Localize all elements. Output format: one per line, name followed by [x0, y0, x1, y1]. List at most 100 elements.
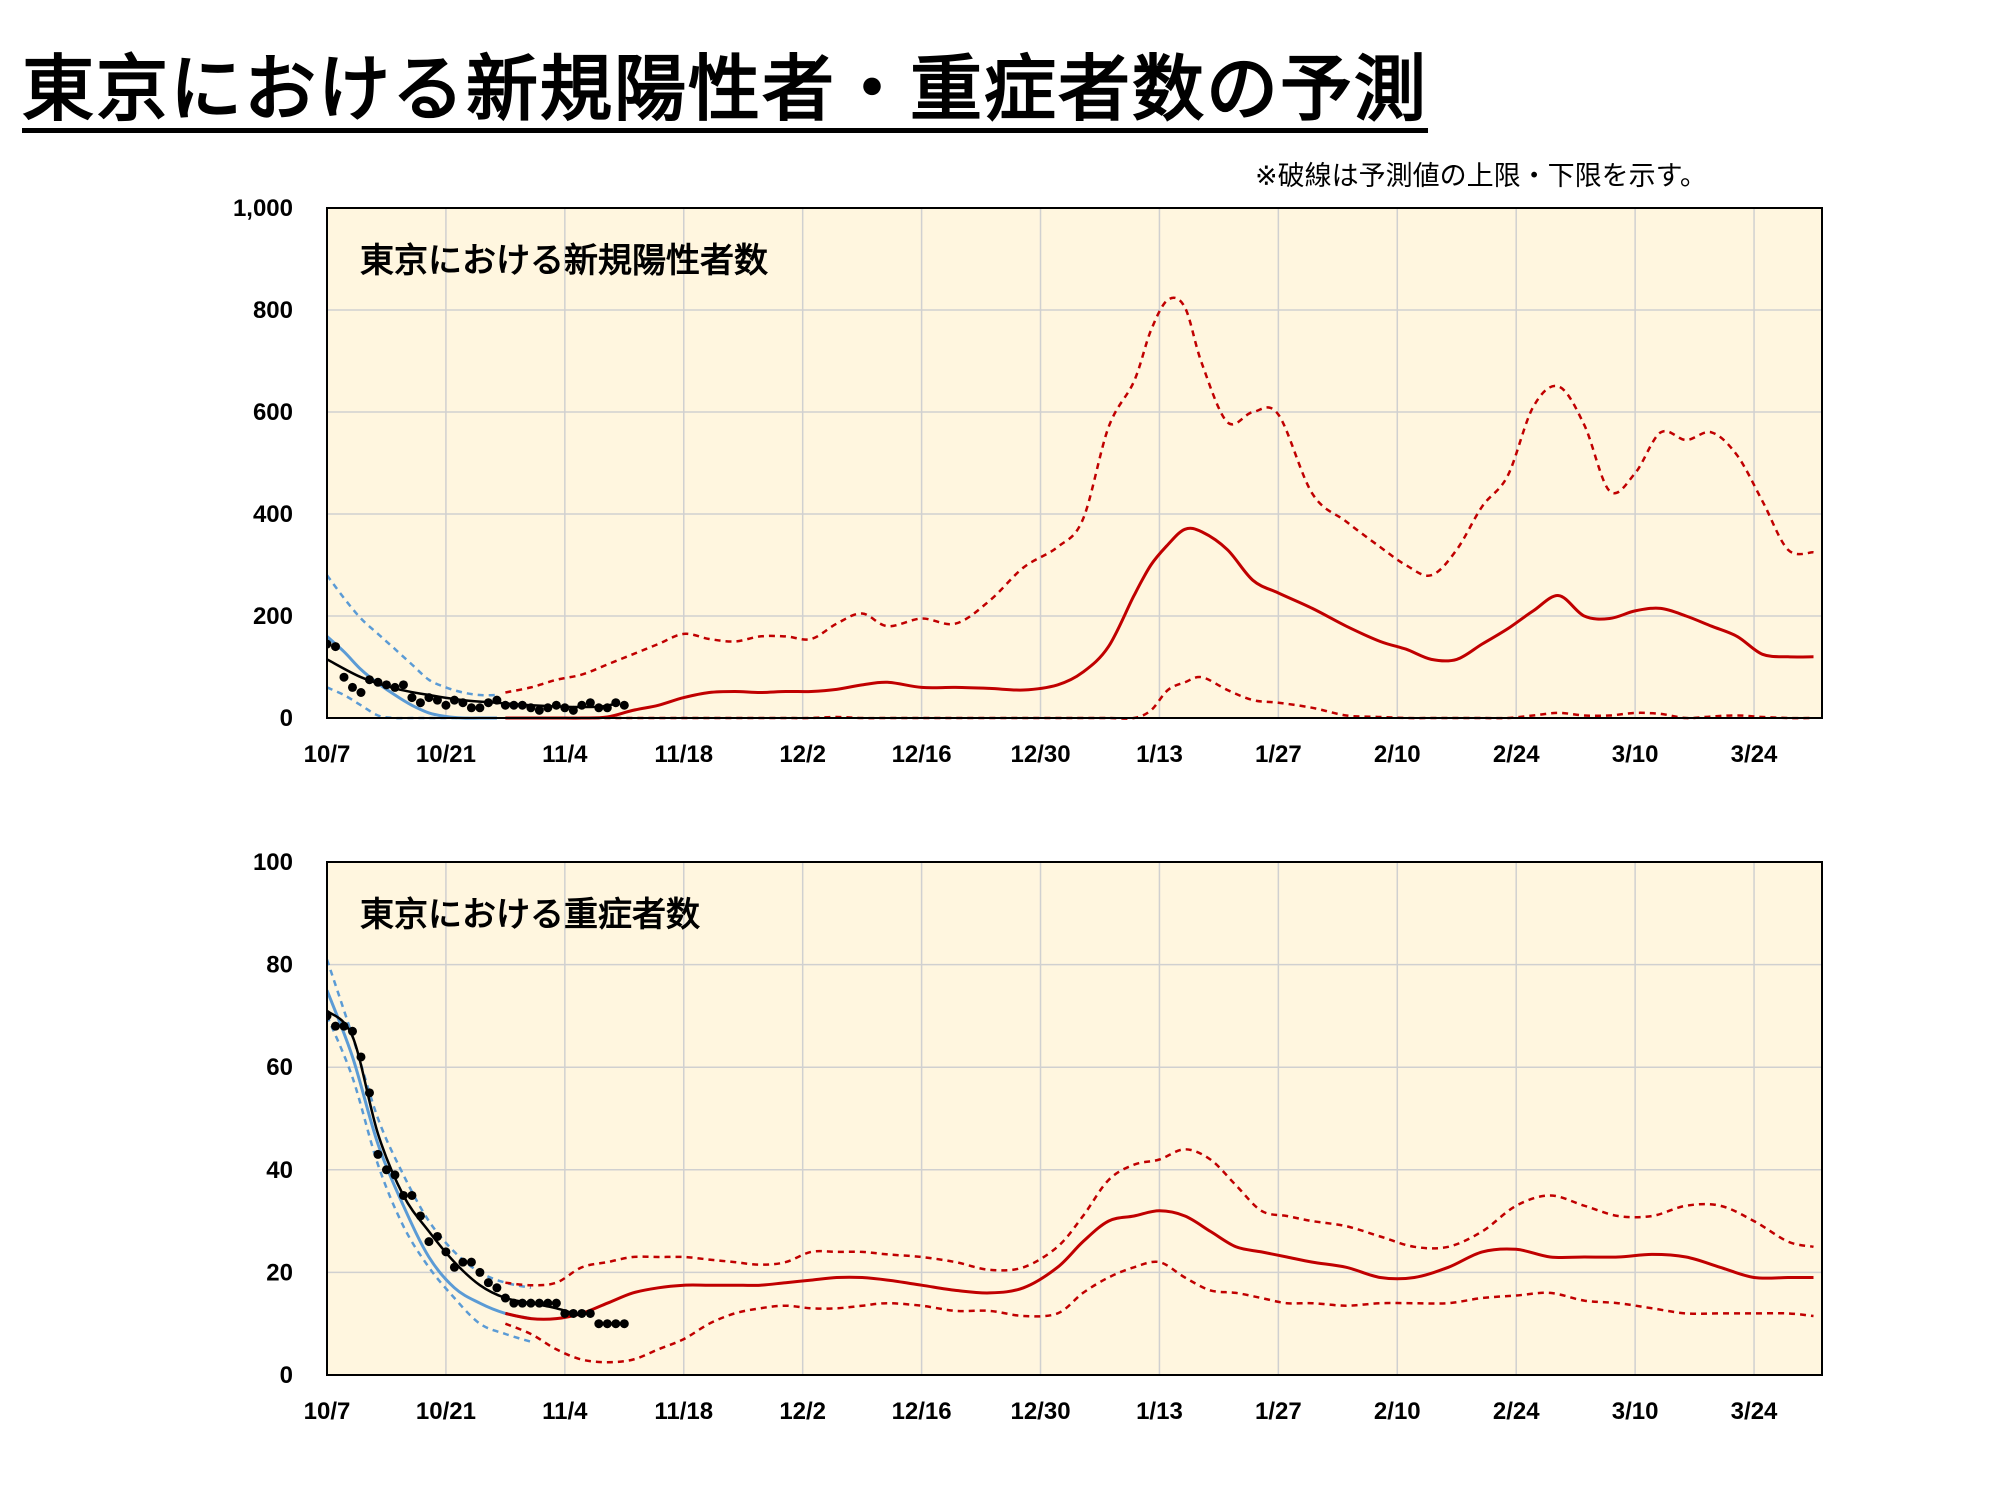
observed-point: [449, 1262, 459, 1272]
observed-point: [534, 705, 544, 715]
observed-point: [483, 698, 493, 708]
observed-point: [347, 1026, 357, 1036]
dashed-line-note: ※破線は予測値の上限・下限を示す。: [1255, 161, 1707, 192]
observed-point: [347, 682, 357, 692]
observed-point: [568, 1308, 578, 1318]
observed-point: [517, 1298, 527, 1308]
chart-severe: 0 20 40 60 80 100 10/7 10/21 11/4 11/18 12/2 12/16 1…: [253, 849, 1823, 1425]
observed-point: [390, 1170, 400, 1180]
observed-point: [330, 642, 340, 652]
x-tick-label: 11/4: [542, 741, 588, 768]
y-tick-label: 1,000: [233, 195, 293, 222]
observed-point: [458, 698, 468, 708]
x-tick-label: 10/7: [304, 741, 351, 768]
observed-point: [560, 703, 570, 713]
x-tick-label: 11/18: [654, 1398, 713, 1425]
observed-point: [441, 700, 451, 710]
x-tick-label: 2/10: [1374, 1398, 1421, 1425]
series-forecast-upper: [505, 296, 1814, 694]
y-tick-label: 40: [266, 1157, 293, 1184]
observed-point: [432, 695, 442, 705]
y-tick-label: 20: [266, 1259, 293, 1286]
observed-point: [509, 1298, 519, 1308]
observed-point: [594, 1319, 604, 1329]
x-tick-label: 3/24: [1731, 1398, 1778, 1425]
x-tick-label: 12/30: [1010, 1398, 1070, 1425]
observed-point: [415, 1211, 425, 1221]
plot-area: [327, 208, 1822, 718]
x-tick-label: 1/27: [1255, 1398, 1302, 1425]
observed-point: [526, 703, 536, 713]
x-tick-label: 3/10: [1612, 1398, 1659, 1425]
chart-cases: 0 200 400 600 800 1,000 10/7 10/21 11/4 11/18 12/2…: [233, 195, 1823, 768]
observed-point: [594, 703, 604, 713]
observed-point: [500, 1293, 510, 1303]
x-tick-label: 12/30: [1010, 741, 1070, 768]
x-tick-label: 11/4: [542, 1398, 588, 1425]
y-tick-label: 400: [253, 501, 293, 528]
observed-point: [364, 675, 374, 685]
x-tick-label: 10/7: [304, 1398, 351, 1425]
observed-point: [611, 1319, 621, 1329]
y-tick-label: 60: [266, 1054, 293, 1081]
observed-point: [466, 1257, 476, 1267]
observed-point: [619, 700, 629, 710]
observed-point: [551, 1298, 561, 1308]
series-forecast: [505, 1209, 1814, 1321]
observed-point: [407, 1190, 417, 1200]
y-tick-label: 0: [280, 1362, 293, 1389]
observed-point: [526, 1298, 536, 1308]
observed-point: [492, 695, 502, 705]
y-tick-label: 80: [266, 952, 293, 979]
observed-point: [356, 688, 366, 697]
observed-point: [492, 1283, 502, 1293]
observed-point: [475, 1267, 485, 1277]
observed-point: [398, 1190, 408, 1200]
series-forecast-lower: [504, 1260, 1814, 1364]
x-tick-label: 2/10: [1374, 741, 1421, 768]
observed-point: [381, 1165, 391, 1175]
x-tick-label: 11/18: [654, 741, 713, 768]
x-tick-label: 3/10: [1612, 741, 1659, 768]
observed-point: [568, 705, 578, 715]
observed-point: [339, 1021, 349, 1031]
y-tick-label: 100: [253, 849, 293, 876]
x-tick-label: 12/16: [892, 741, 952, 768]
observed-point: [407, 693, 417, 703]
series-fit: [327, 989, 532, 1321]
y-tick-label: 800: [253, 297, 293, 324]
x-tick-label: 2/24: [1493, 741, 1540, 768]
observed-point: [551, 700, 561, 710]
x-tick-label: 10/21: [416, 1398, 476, 1425]
page-title: 東京における新規陽性者・重症者数の予測: [22, 47, 1429, 131]
observed-point: [543, 703, 553, 713]
observed-point: [327, 1011, 332, 1021]
observed-point: [577, 700, 587, 710]
x-tick-label: 12/16: [892, 1398, 952, 1425]
observed-point: [560, 1308, 570, 1318]
y-tick-label: 600: [253, 399, 293, 426]
observed-point: [543, 1298, 553, 1308]
observed-point: [330, 1021, 340, 1031]
series-fit-upper: [327, 574, 497, 697]
observed-point: [466, 703, 476, 713]
observed-point: [475, 703, 485, 713]
observed-point: [441, 1247, 451, 1257]
observed-point: [424, 1237, 434, 1247]
observed-point: [602, 1319, 612, 1329]
x-tick-label: 3/24: [1731, 741, 1778, 768]
observed-point: [611, 698, 621, 708]
observed-point: [534, 1298, 544, 1308]
y-tick-label: 200: [253, 603, 293, 630]
x-tick-label: 1/27: [1255, 741, 1302, 768]
plot-frame: [326, 207, 1823, 719]
observed-point: [585, 698, 595, 708]
observed-point: [339, 672, 349, 682]
observed-point: [500, 700, 510, 710]
chart-title: 東京における新規陽性者数: [360, 241, 768, 281]
y-tick-label: 0: [280, 705, 293, 732]
observed-point: [373, 677, 383, 687]
chart-title: 東京における重症者数: [360, 895, 700, 935]
observed-point: [432, 1231, 442, 1241]
